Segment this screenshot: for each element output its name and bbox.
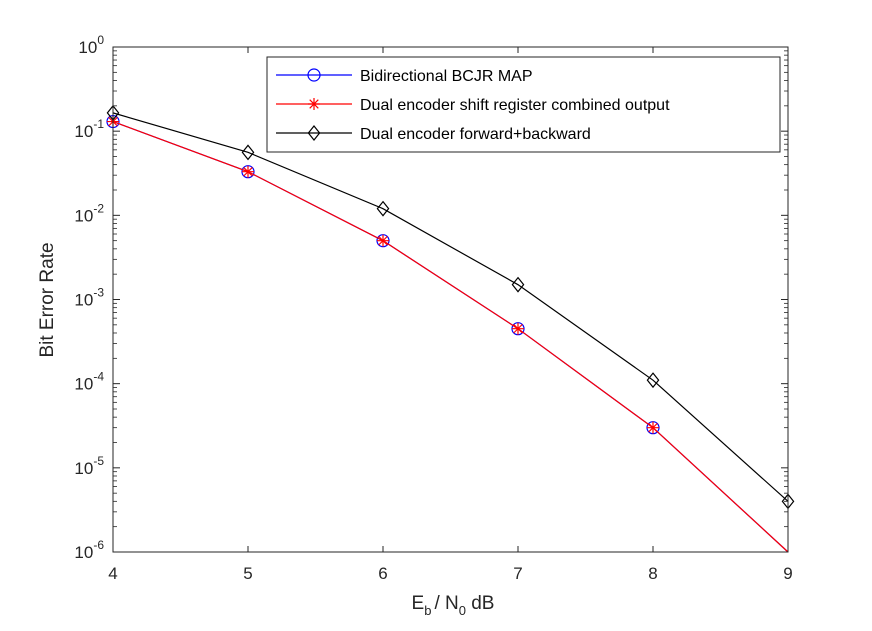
series-line-1 (112, 121, 789, 553)
legend-marker-1 (308, 98, 320, 110)
legend-marker-2 (307, 125, 321, 141)
series-1-point-1 (242, 165, 254, 178)
legend-marker-0 (307, 68, 321, 82)
tick-layer (112, 46, 789, 553)
y-tick-label-5: 10-5 (74, 454, 104, 478)
series-1-point-4 (647, 421, 659, 434)
y-tick-label-2: 10-2 (74, 201, 104, 225)
y-tick-label-4: 10-4 (74, 370, 104, 394)
x-tick-labels: 4 5 6 7 8 9 (108, 564, 792, 583)
series-2-point-1 (241, 144, 255, 161)
y-tick-label-3: 10-3 (74, 286, 104, 310)
series-1-point-3 (512, 322, 524, 335)
legend-label-1: Dual encoder shift register combined out… (360, 97, 670, 114)
x-tick-label-5: 9 (783, 564, 792, 583)
x-axis-label: Eb / N0 dB (412, 593, 495, 618)
x-tick-label-1: 5 (243, 564, 252, 583)
y-tick-label-1: 10-1 (74, 117, 104, 141)
y-axis-label: Bit Error Rate (37, 242, 58, 357)
x-tick-label-4: 8 (648, 564, 657, 583)
series-line-2 (112, 112, 789, 502)
legend-label-2: Dual encoder forward+backward (360, 126, 591, 143)
y-tick-labels: 100 10-1 10-2 10-3 10-4 10-5 10-6 (74, 33, 104, 562)
series-2-point-2 (376, 200, 390, 217)
legend-label-0: Bidirectional BCJR MAP (360, 68, 533, 85)
legend-entries: Bidirectional BCJR MAP Dual encoder shift… (276, 68, 670, 143)
x-tick-label-0: 4 (108, 564, 117, 583)
x-tick-label-2: 6 (378, 564, 387, 583)
series-2-point-4 (646, 372, 660, 389)
legend-box (266, 56, 781, 153)
legend: Bidirectional BCJR MAP Dual encoder shift… (266, 56, 781, 153)
y-tick-label-0: 100 (78, 33, 104, 57)
y-tick-label-6: 10-6 (74, 538, 104, 562)
series-1-point-2 (377, 234, 389, 247)
series-2-point-3 (511, 276, 525, 293)
x-tick-label-3: 7 (513, 564, 522, 583)
